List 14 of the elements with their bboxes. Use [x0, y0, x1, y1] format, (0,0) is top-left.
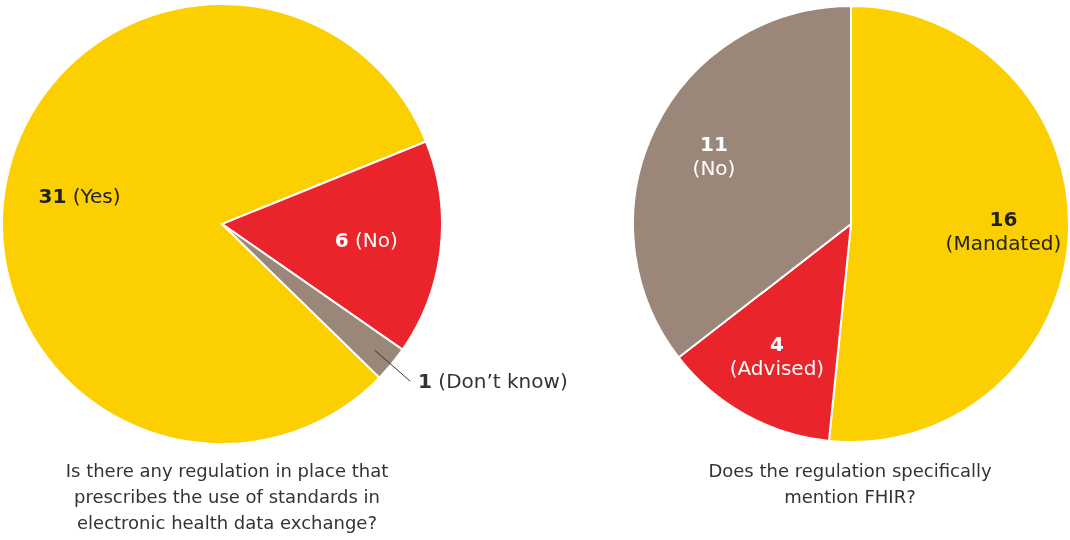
slice-label: (Mandated) [945, 230, 1062, 255]
text: Is there any regulation in place that prescribes the use of standards in electronic health data exchange? [64, 459, 390, 535]
data-label: 4 [769, 332, 784, 357]
slice-label: (No) [348, 228, 398, 253]
slice-label: (No) [692, 155, 736, 180]
data-label: 16 [989, 206, 1018, 231]
slice-label: (Advised) [729, 356, 825, 381]
data-label: 31 [38, 183, 67, 208]
text: Does the regulation specifically mention FHIR? [707, 459, 993, 509]
data-label: 11 [700, 131, 728, 156]
slice-label: (Yes) [66, 183, 121, 208]
data-label: 1 [418, 369, 433, 394]
slice-label: (Don’t know) [432, 369, 568, 394]
data-label: 6 [334, 228, 349, 253]
